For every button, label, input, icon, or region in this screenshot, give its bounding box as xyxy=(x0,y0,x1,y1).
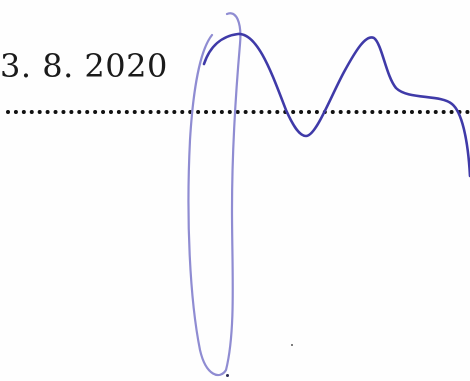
date-text: 3. 8. 2020 xyxy=(0,47,168,85)
ink-speck xyxy=(226,374,229,377)
signature-wave-stroke xyxy=(202,32,470,178)
signature-loop-stroke xyxy=(187,12,242,377)
signature-line xyxy=(6,110,470,114)
ink-speck xyxy=(291,344,293,346)
